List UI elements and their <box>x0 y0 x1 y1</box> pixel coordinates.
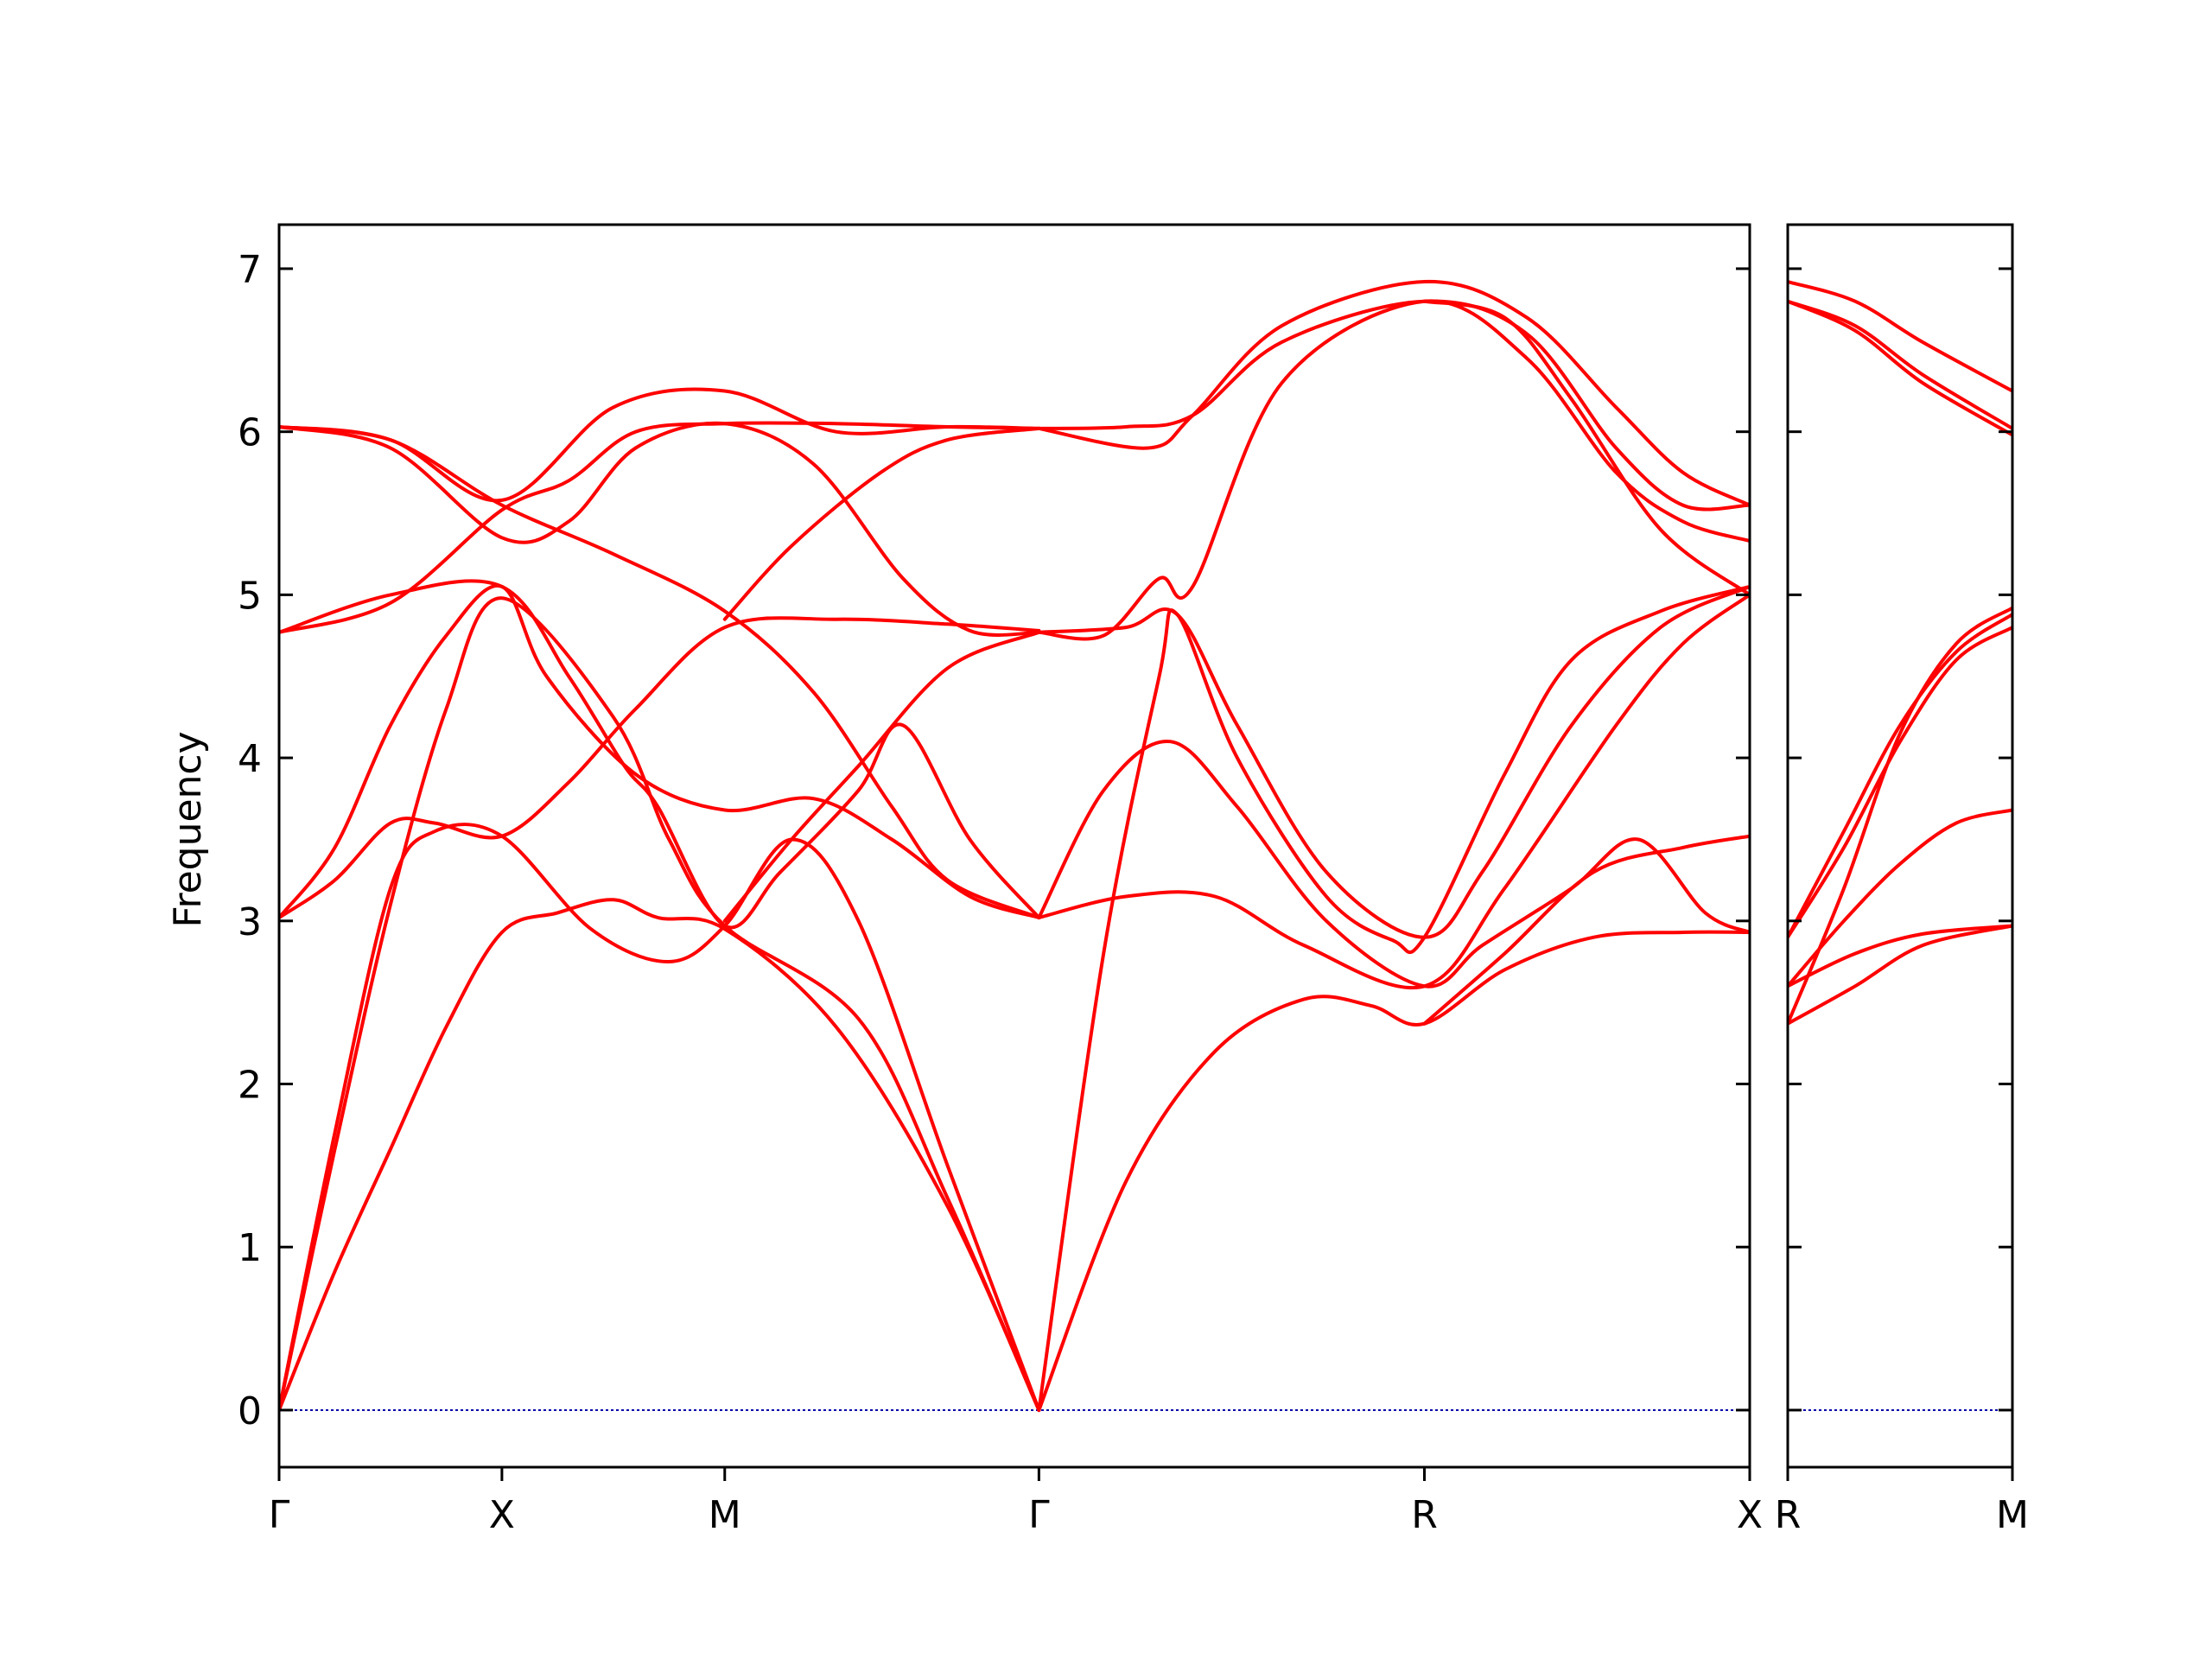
band-line-left-20 <box>1037 279 1750 507</box>
band-line-left-7 <box>279 421 1041 634</box>
x-tick-label: X <box>1737 1493 1763 1537</box>
band-line-left-3 <box>279 823 1041 1412</box>
x-tick-label: R <box>1775 1493 1802 1537</box>
band-line-right-8 <box>1788 299 2012 437</box>
band-line-right-1 <box>1788 924 2012 1026</box>
y-tick-label: 2 <box>238 1064 262 1108</box>
y-tick-label: 0 <box>238 1389 262 1433</box>
y-tick-label: 7 <box>238 248 262 292</box>
band-line-right-7 <box>1788 299 2012 430</box>
band-line-left-12 <box>722 630 1041 923</box>
band-line-left-17 <box>1037 299 1750 641</box>
y-tick-label: 3 <box>238 900 262 944</box>
left-panel: 0 1 2 3 4 5 6 7 Γ X M Γ R X <box>238 223 1763 1537</box>
band-line-right-5 <box>1788 613 2012 939</box>
plot-frame <box>277 223 1751 1469</box>
band-line-left-8 <box>279 425 1041 919</box>
band-line-left-11 <box>722 426 1041 621</box>
y-tick-label: 4 <box>238 737 262 781</box>
y-axis-label: Frequency <box>166 731 210 927</box>
band-line-left-2 <box>279 596 1041 1412</box>
band-line-left-21 <box>1422 299 1750 597</box>
x-tick-label: Γ <box>269 1493 290 1537</box>
x-tick-label: R <box>1411 1493 1438 1537</box>
band-line-left-6 <box>279 579 1041 930</box>
band-line-left-14 <box>1037 584 1750 1412</box>
band-line-left-10 <box>279 387 1041 503</box>
band-line-left-22 <box>1422 834 1750 1026</box>
band-line-left-16 <box>1037 593 1750 989</box>
band-line-left-1 <box>279 898 1041 1412</box>
band-line-left-15 <box>1037 740 1750 988</box>
band-line-right-9 <box>1788 280 2012 393</box>
x-tick-label: Γ <box>1028 1493 1050 1537</box>
band-line-left-9 <box>279 421 1041 637</box>
x-tick-label: M <box>1996 1493 2029 1537</box>
band-line-left-4 <box>279 616 1041 919</box>
x-tick-label: M <box>709 1493 741 1537</box>
band-line-left-18 <box>1037 584 1750 939</box>
plot-frame <box>1786 223 2014 1469</box>
band-line-left-13 <box>1037 930 1750 1412</box>
band-line-right-3 <box>1788 808 2012 988</box>
band-line-right-4 <box>1788 626 2012 939</box>
y-tick-label: 6 <box>238 411 262 455</box>
y-tick-label: 5 <box>238 574 262 618</box>
band-line-right-6 <box>1788 606 2012 1026</box>
band-line-left-5 <box>279 583 1041 919</box>
y-tick-label: 1 <box>238 1226 262 1270</box>
x-tick-label: X <box>489 1493 515 1537</box>
band-line-right-2 <box>1788 924 2012 988</box>
band-line-left-19 <box>1037 299 1750 512</box>
